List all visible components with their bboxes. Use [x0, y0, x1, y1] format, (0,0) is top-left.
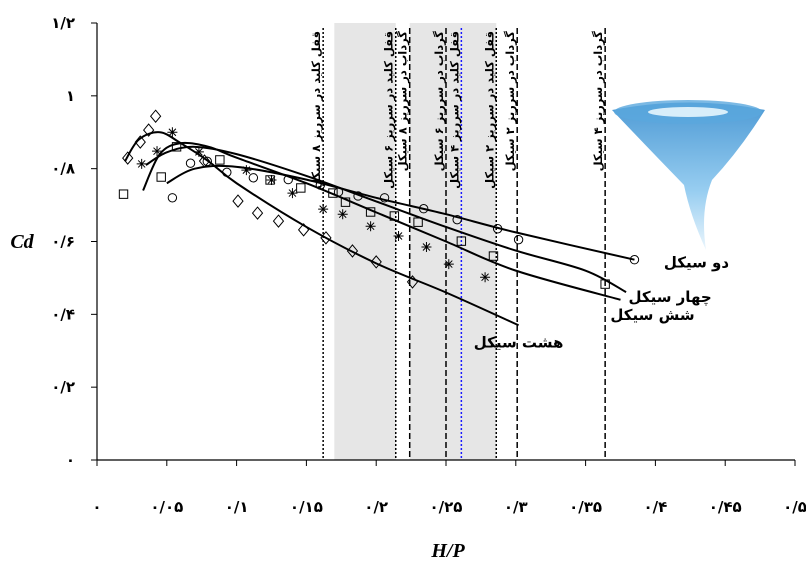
y-tick-label: ۰ [66, 451, 75, 469]
reference-label: قفل کلید در سرریز ۸ سیکل [309, 31, 323, 189]
x-axis-title: H/P [430, 540, 465, 562]
data-point [337, 209, 348, 220]
data-point [296, 183, 306, 193]
data-point [251, 206, 264, 220]
y-tick-label: ۰/۶ [51, 233, 75, 251]
series-label: شش سیکل [610, 306, 694, 324]
data-point [421, 241, 432, 252]
data-point [320, 231, 332, 245]
data-point [346, 244, 359, 258]
x-tick-label: ۰/۲۵ [430, 498, 463, 516]
data-point [456, 236, 467, 246]
data-point [171, 142, 182, 152]
data-point [134, 135, 146, 149]
data-point [152, 146, 163, 157]
data-point [452, 214, 462, 225]
data-point [185, 158, 196, 168]
shaded-region [409, 23, 497, 460]
y-tick-label: ۱ [66, 87, 75, 105]
x-tick-label: ۰/۱۵ [290, 498, 323, 516]
data-point [513, 234, 524, 245]
data-point [156, 172, 166, 182]
data-point [232, 194, 244, 208]
fit-curve [145, 145, 627, 294]
data-point [418, 204, 429, 214]
data-point [143, 123, 155, 137]
data-point [492, 224, 503, 234]
x-tick-label: ۰/۱ [225, 498, 249, 516]
reference-label: گرداب در سرریز ۴ سیکل [591, 31, 605, 172]
data-point [149, 109, 162, 124]
data-point [198, 154, 211, 168]
data-point [406, 275, 419, 289]
data-point [393, 231, 404, 242]
data-point [215, 155, 225, 165]
series-label: هشت سیکل [474, 333, 564, 351]
shaded-region [334, 23, 396, 460]
reference-label: گرداب در سرریز ۶ سیکل [432, 31, 446, 172]
data-point [365, 221, 376, 232]
reference-label: گرداب در سرریز ۸ سیکل [396, 31, 410, 172]
y-tick-label: ۱/۲ [51, 14, 75, 32]
data-point [118, 189, 129, 199]
y-tick-label: ۰/۲ [51, 378, 75, 396]
data-point [488, 251, 499, 261]
data-point [136, 158, 147, 169]
data-point [287, 188, 298, 199]
data-point [167, 193, 178, 203]
data-point [443, 259, 454, 270]
data-point [600, 279, 610, 289]
x-tick-label: ۰/۰۵ [150, 498, 183, 516]
data-point [297, 223, 310, 237]
data-point [480, 272, 491, 283]
data-point [379, 193, 390, 203]
x-tick-label: ۰/۲ [364, 498, 388, 516]
x-tick-label: ۰/۵ [783, 498, 806, 516]
x-tick-label: ۰/۴۵ [709, 498, 742, 516]
fit-curve [142, 141, 621, 301]
series-label: دو سیکل [664, 254, 730, 272]
data-point [167, 127, 178, 138]
reference-label: گرداب در سرریز ۲ سیکل [503, 31, 517, 172]
y-axis-title: Cd [10, 231, 34, 253]
data-point [318, 204, 329, 215]
data-point [272, 214, 285, 228]
plot-area: قفل کلید در سرریز ۸ سیکل قفل کلید در سرری… [51, 14, 806, 516]
data-point [122, 151, 134, 165]
reference-label: قفل کلید در سرریز ۴ سیکل [447, 31, 461, 189]
data-point [241, 165, 252, 176]
data-point [370, 255, 382, 269]
y-tick-label: ۰/۴ [51, 305, 75, 323]
reference-label: قفل کلید در سرریز ۲ سیکل [482, 31, 496, 189]
data-point [202, 156, 212, 167]
data-point [193, 146, 204, 157]
data-point [248, 173, 259, 183]
y-tick-label: ۰/۸ [51, 160, 75, 178]
x-tick-label: ۰ [92, 498, 101, 516]
x-tick-label: ۰/۴ [644, 498, 668, 516]
data-point [266, 174, 277, 185]
series-label: چهار سیکل [628, 288, 711, 307]
vortex-illustration [612, 100, 765, 250]
fit-curve [166, 164, 635, 261]
data-point [413, 217, 423, 227]
data-point [629, 255, 640, 265]
x-tick-label: ۰/۳۵ [569, 498, 602, 516]
x-tick-label: ۰/۳ [504, 498, 528, 516]
reference-label: قفل کلید در سرریز ۶ سیکل [382, 31, 396, 189]
